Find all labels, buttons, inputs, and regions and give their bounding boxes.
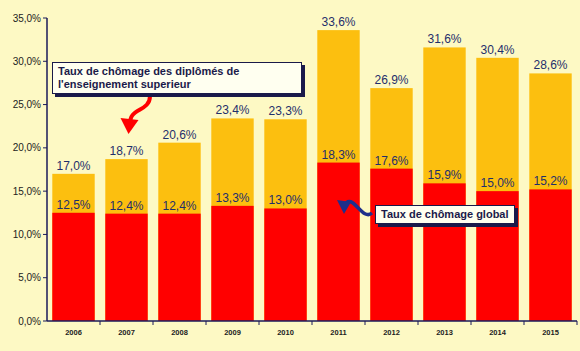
x-tick-label: 2012	[383, 328, 400, 337]
y-tick-label: 25,0%	[13, 99, 41, 110]
data-label: 12,4%	[162, 199, 196, 213]
x-tick-label: 2011	[330, 328, 346, 337]
x-tick	[577, 321, 578, 325]
arrow-head	[337, 200, 351, 214]
x-tick-label: 2009	[224, 328, 241, 337]
chart: 0,0% 5,0% 10,0% 15,0% 20,0% 25,0% 30,0% 35,0% 20…	[0, 0, 580, 351]
bar	[317, 163, 359, 321]
data-label: 30,4%	[480, 43, 514, 57]
bar	[158, 214, 200, 321]
y-tick-label: 35,0%	[13, 13, 41, 24]
bar	[158, 143, 200, 321]
x-tick-label: 2007	[118, 328, 135, 337]
bar	[476, 58, 518, 321]
x-tick-label: 2010	[277, 328, 294, 337]
bar	[211, 206, 253, 321]
x-tick	[471, 321, 472, 325]
x-tick	[206, 321, 207, 325]
bar	[211, 118, 253, 321]
bar	[370, 169, 412, 321]
y-axis	[46, 18, 48, 321]
data-label: 23,3%	[268, 104, 302, 118]
bar	[105, 159, 147, 321]
x-tick	[524, 321, 525, 325]
data-label: 18,7%	[109, 144, 143, 158]
bar	[105, 214, 147, 321]
bar	[317, 30, 359, 321]
data-label: 17,0%	[56, 159, 90, 173]
data-label: 33,6%	[321, 15, 355, 29]
data-label: 13,0%	[268, 193, 302, 207]
bar	[529, 189, 571, 321]
callout: Taux de chômage global	[375, 205, 515, 224]
x-tick	[418, 321, 419, 325]
x-tick-label: 2006	[65, 328, 82, 337]
bars	[52, 30, 571, 321]
data-label: 15,9%	[427, 168, 461, 182]
data-label: 15,2%	[533, 174, 567, 188]
bar	[423, 47, 465, 321]
bar	[423, 183, 465, 321]
data-label: 18,3%	[321, 148, 355, 162]
data-label: 13,3%	[215, 191, 249, 205]
data-label: 26,9%	[374, 73, 408, 87]
callout: Taux de chômage des diplômés de l'enseig…	[52, 62, 302, 94]
data-label: 15,0%	[480, 176, 514, 190]
data-label: 28,6%	[533, 58, 567, 72]
data-label: 20,6%	[162, 128, 196, 142]
x-tick	[365, 321, 366, 325]
x-tick-label: 2008	[171, 328, 188, 337]
data-label: 12,4%	[109, 199, 143, 213]
y-tick-label: 5,0%	[18, 272, 41, 283]
bar	[529, 73, 571, 321]
data-label: 23,4%	[215, 103, 249, 117]
y-tick-label: 10,0%	[13, 229, 41, 240]
data-label: 17,6%	[374, 154, 408, 168]
data-label: 12,5%	[56, 198, 90, 212]
y-tick-label: 30,0%	[13, 56, 41, 67]
bar	[52, 174, 94, 321]
y-tick-label: 15,0%	[13, 186, 41, 197]
x-tick	[100, 321, 101, 325]
arrow-head	[121, 118, 139, 134]
x-tick-label: 2014	[489, 328, 507, 337]
x-tick	[259, 321, 260, 325]
x-tick	[153, 321, 154, 325]
x-tick-label: 2015	[542, 328, 559, 337]
bar	[264, 119, 306, 321]
y-tick-label: 20,0%	[13, 142, 41, 153]
bar	[52, 213, 94, 321]
x-tick	[312, 321, 313, 325]
bar	[264, 208, 306, 321]
y-tick-label: 0,0%	[18, 316, 41, 327]
x-tick-label: 2013	[436, 328, 453, 337]
data-label: 31,6%	[427, 32, 461, 46]
